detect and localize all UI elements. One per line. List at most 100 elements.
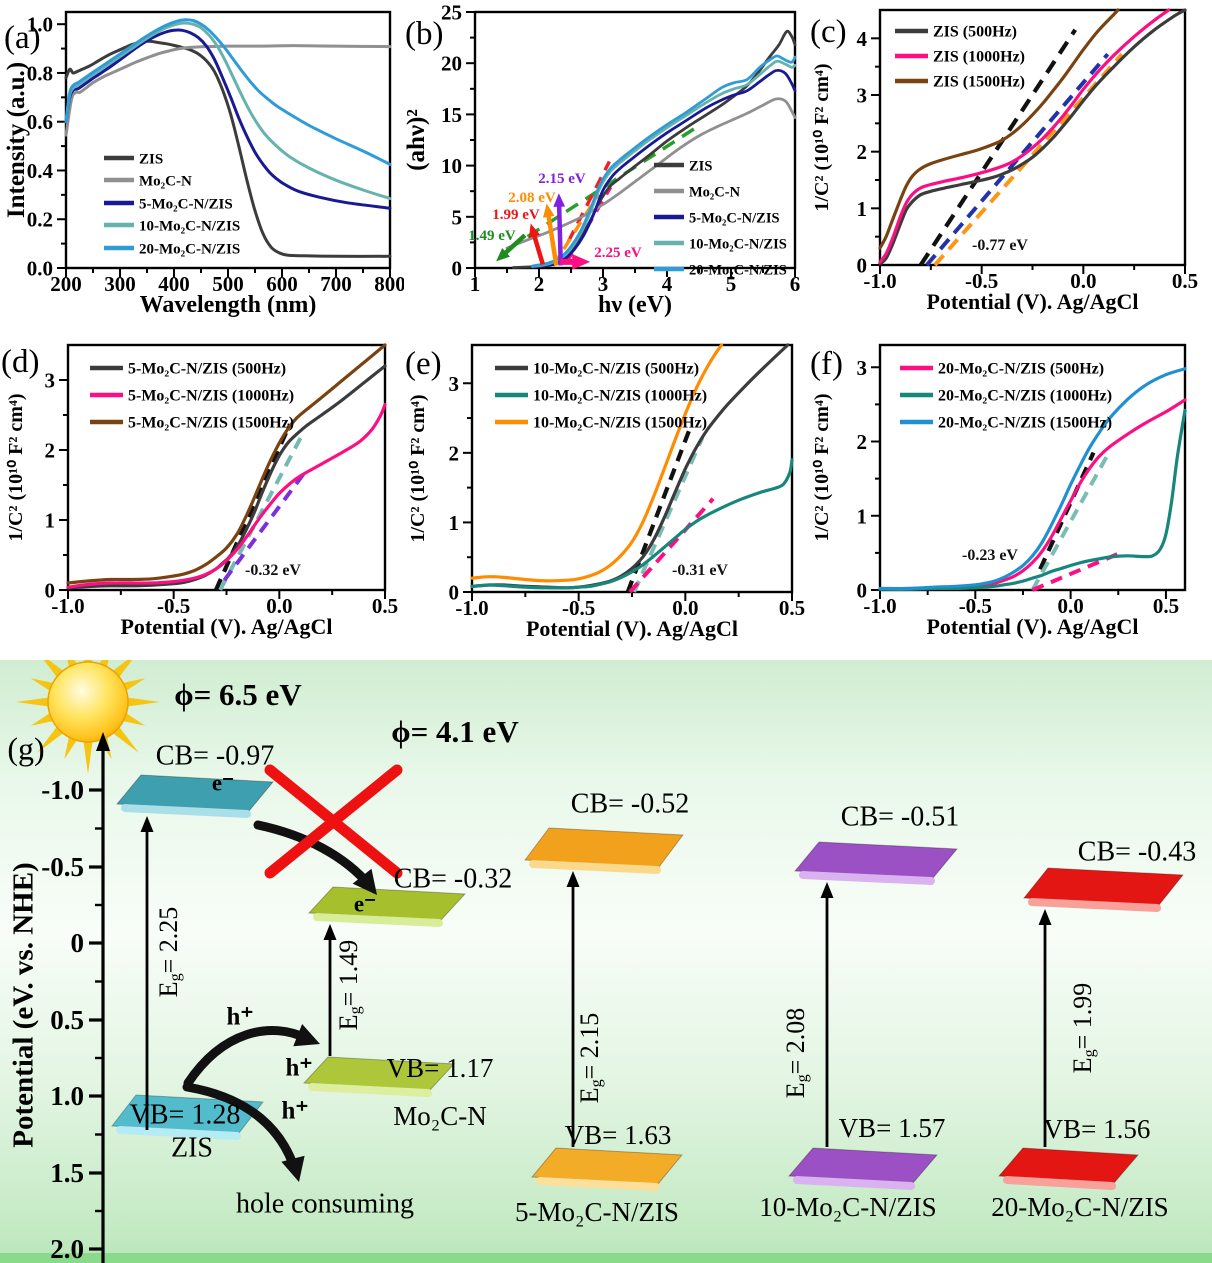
- annotation-arrow: [556, 202, 564, 266]
- y-tick-label: 3: [857, 356, 868, 380]
- annotation-arrow: [545, 212, 559, 266]
- panel-letter: (a): [4, 20, 41, 56]
- series-20-Mo2C-N/ZIS: [531, 54, 797, 268]
- y-tick-label: 1: [45, 509, 56, 533]
- legend-label: 10-Mo₂C-N/ZIS (1000Hz): [533, 388, 707, 405]
- y-tick-label: 10: [441, 154, 462, 178]
- panel-f-mott-schottky-20: -1.0 -0.5 0.0 0.5 0 1 2 3 Potential (V). Ag/AgCl…: [808, 330, 1212, 660]
- x-tick-label: -0.5: [157, 594, 190, 618]
- y-tick-label: 2: [45, 439, 56, 463]
- arrowhead: [140, 816, 154, 832]
- y-tick-label: 0: [449, 581, 460, 605]
- legend: ZIS Mo₂C-N 5-Mo₂C-N/ZIS 10-Mo₂C-N/ZIS 20-Mo₂…: [654, 159, 787, 279]
- legend-label: 10-Mo₂C-N/ZIS: [689, 237, 787, 253]
- y-axis-label: 1/C² (10¹⁰ F² cm⁴): [811, 63, 833, 211]
- arrowhead: [293, 1023, 320, 1047]
- fit-dashed-line: [218, 437, 303, 591]
- legend-label: 5-Mo₂C-N/ZIS (500Hz): [128, 361, 286, 378]
- chart-c-canvas: -1.0 -0.5 0.0 0.5 0 1 2 3 4 Potential (V). Ag/AgC…: [810, 8, 1198, 314]
- hole-consuming-arrow: [182, 1082, 300, 1175]
- legend: 20-Mo₂C-N/ZIS (500Hz) 20-Mo₂C-N/ZIS (1000…: [900, 361, 1112, 432]
- panel-letter: (f): [810, 346, 843, 382]
- y-tick-label: 1: [857, 504, 868, 528]
- annotation-text: -0.31 eV: [672, 562, 728, 579]
- series-Mo2C-N: [64, 44, 392, 137]
- x-tick-label: 0.0: [1058, 594, 1084, 618]
- legend-label: Mo₂C-N: [689, 185, 741, 201]
- fit-dashed-line: [566, 160, 611, 243]
- x-tick-label: 500: [212, 272, 244, 296]
- arrowhead: [1038, 909, 1052, 925]
- annotation-text: 2.08 eV: [508, 190, 556, 206]
- y-tick-label: 0: [857, 254, 868, 278]
- mo2c-n-cb-slab: [307, 886, 467, 927]
- series-5-Mo2C-N/ZIS: [531, 68, 797, 269]
- zis-vb-slab: [111, 1094, 264, 1140]
- y-tick-label: 0: [45, 579, 56, 603]
- x-tick-label: 300: [104, 272, 136, 296]
- y-tick-label: 0: [452, 257, 463, 281]
- series-ZIS (1500Hz): [878, 8, 1120, 250]
- fit-dashed-line: [632, 436, 705, 593]
- panel-letter: (b): [405, 16, 443, 52]
- legend-label: 5-Mo₂C-N/ZIS: [689, 211, 780, 227]
- y-tick-label: 0.4: [27, 159, 54, 183]
- 5-vb-slab: [530, 1147, 684, 1191]
- panel-letter: (e): [405, 346, 442, 382]
- y-tick-label: 5: [452, 205, 463, 229]
- series-1500Hz: [878, 367, 1187, 591]
- plot-frame: [878, 343, 1187, 592]
- y-tick-label: 1: [857, 197, 868, 221]
- mo2c-n-vb-slab: [302, 1056, 456, 1097]
- legend-label: 5-Mo₂C-N/ZIS (1500Hz): [128, 415, 294, 432]
- annotation-text: 2.25 eV: [594, 245, 642, 261]
- legend-label: 10-Mo₂C-N/ZIS (500Hz): [533, 361, 699, 378]
- panel-a-uvvis-chart: 200 300 400 500 600 700 800 0.0 0.2 0.4 0.6 0.8 1.0 W…: [0, 0, 406, 330]
- plot-frame: [66, 343, 387, 592]
- x-tick-label: 2: [534, 272, 545, 296]
- panel-d-mott-schottky-5: -1.0 -0.5 0.0 0.5 0 1 2 3 Potential (V). Ag/AgCl…: [0, 330, 404, 660]
- y-tick-label: 0.6: [27, 110, 53, 134]
- chart-a-canvas: 200 300 400 500 600 700 800 0.0 0.2 0.4 0.6 0.8 1.0 W…: [3, 10, 406, 318]
- panel-letter: (c): [810, 14, 847, 50]
- y-tick-label: 0.2: [27, 208, 53, 232]
- plot-frame: [470, 343, 794, 594]
- y-tick-label: 20: [441, 52, 462, 76]
- x-tick-label: -1.0: [863, 269, 896, 293]
- series-1000Hz: [470, 458, 794, 590]
- sun-icon: [16, 660, 160, 774]
- legend: 10-Mo₂C-N/ZIS (500Hz) 10-Mo₂C-N/ZIS (1000…: [495, 361, 707, 432]
- legend: ZIS (500Hz) ZIS (1000Hz) ZIS (1500Hz): [895, 24, 1025, 91]
- series-20-Mo2C-N/ZIS: [64, 18, 392, 166]
- zis-cb-slab: [115, 774, 275, 818]
- x-tick-label: 1: [470, 272, 481, 296]
- x-tick-label: -1.0: [455, 596, 488, 620]
- band-axis-tick-label: 2.0: [50, 1234, 84, 1263]
- x-tick-label: 0.0: [1070, 269, 1096, 293]
- y-tick-label: 1: [449, 511, 460, 535]
- 20-vb-slab: [997, 1147, 1140, 1190]
- y-tick-label: 3: [857, 84, 868, 108]
- chart-d-canvas: -1.0 -0.5 0.0 0.5 0 1 2 3 Potential (V). Ag/AgCl…: [1, 343, 398, 639]
- y-tick-label: 1.0: [27, 13, 53, 37]
- x-axis-label: Potential (V). Ag/AgCl: [120, 614, 332, 639]
- annotation-text: -0.23 eV: [962, 547, 1018, 564]
- 5-cb-slab: [524, 827, 684, 874]
- y-tick-label: 4: [857, 27, 868, 51]
- panel-letter: (d): [1, 344, 39, 380]
- arrowhead: [528, 223, 541, 239]
- arrowhead: [542, 203, 555, 218]
- band-axis-tick-label: 1.0: [50, 1081, 84, 1111]
- arrowhead: [281, 1155, 305, 1182]
- legend-label: 20-Mo₂C-N/ZIS (500Hz): [938, 361, 1104, 378]
- fit-dashed-line: [507, 126, 697, 251]
- fit-dashed-line: [1030, 455, 1109, 591]
- band-axis-tick-label: 1.5: [50, 1158, 84, 1188]
- band-axis: -1.0 -0.5 0 0.5 1.0 1.5 2.0: [41, 732, 110, 1263]
- x-tick-label: 600: [266, 272, 298, 296]
- x-tick-label: 6: [790, 272, 801, 296]
- plot-frame: [878, 8, 1187, 267]
- panel-b-tauc-chart: 1 2 3 4 5 6 0 5 10 15 20 25 hν (eV) (ahν)² (b) 1.49 eV 1…: [403, 0, 808, 330]
- legend-label: ZIS (1500Hz): [933, 74, 1025, 91]
